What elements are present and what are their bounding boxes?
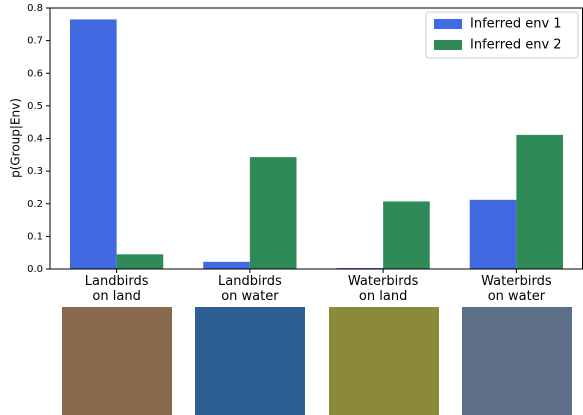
bar <box>203 261 250 269</box>
legend-box <box>425 11 579 59</box>
image-landbird-land <box>62 307 172 415</box>
y-tick-label: 0.3 <box>27 166 43 177</box>
y-tick-label: 0.2 <box>27 199 43 210</box>
bar <box>516 134 564 269</box>
image-waterbird-land <box>329 307 439 415</box>
image-landbird-water <box>195 307 305 415</box>
y-tick-label: 0.1 <box>27 231 43 242</box>
legend-label: Inferred env 1 <box>470 17 562 32</box>
bar <box>116 254 164 269</box>
x-tick-label: Waterbirds on water <box>481 274 552 304</box>
y-tick-label: 0.0 <box>27 264 43 275</box>
y-tick-label: 0.4 <box>27 134 43 145</box>
y-tick-label: 0.6 <box>27 68 43 79</box>
x-tick-label: Waterbirds on land <box>347 274 419 304</box>
legend-swatch <box>434 40 462 50</box>
legend-swatch <box>434 19 462 29</box>
y-tick-label: 0.8 <box>27 3 43 14</box>
bird-images <box>62 307 572 415</box>
legend-label: Inferred env 2 <box>470 38 562 53</box>
y-tick-label: 0.7 <box>27 36 43 47</box>
x-tick-label: Landbirds on land <box>84 274 149 304</box>
x-tick-label: Landbirds on water <box>218 274 282 304</box>
bar <box>383 201 430 269</box>
image-waterbird-water <box>462 307 572 415</box>
y-axis-label: p(Group|Env) <box>9 98 23 178</box>
bar <box>469 199 517 269</box>
bar <box>249 157 297 269</box>
bar <box>69 19 117 270</box>
y-tick-label: 0.5 <box>27 101 43 112</box>
